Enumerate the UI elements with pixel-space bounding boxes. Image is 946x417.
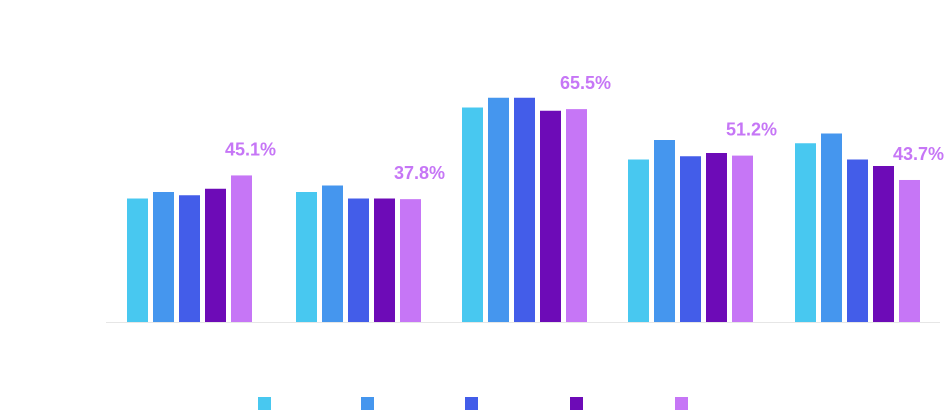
legend-swatch-2 [361,397,374,410]
bar-series-3-group-1 [179,195,200,322]
data-label-group-3: 65.5% [560,73,611,93]
legend-swatch-3 [465,397,478,410]
bar-series-2-group-5 [821,133,842,322]
legend [258,397,688,410]
bar-series-5-group-3 [566,109,587,322]
bar-series-3-group-2 [348,198,369,322]
bar-series-1-group-2 [296,192,317,322]
data-labels: 45.1% 37.8% 65.5% 51.2% 43.7% [225,73,944,183]
bar-series-2-group-3 [488,97,509,322]
legend-swatch-1 [258,397,271,410]
bar-series-2-group-2 [322,185,343,322]
bar-series-5-group-4 [732,155,753,322]
data-label-group-5: 43.7% [893,144,944,164]
data-label-group-1: 45.1% [225,139,276,159]
legend-swatch-5 [675,397,688,410]
bar-series-2-group-1 [153,192,174,322]
bar-series-2-group-4 [654,140,675,322]
data-label-group-4: 51.2% [726,120,777,140]
bar-series-1-group-5 [795,143,816,322]
bar-series-3-group-4 [680,156,701,322]
bar-series-4-group-2 [374,198,395,322]
bar-series-5-group-1 [231,175,252,322]
bar-series-4-group-5 [873,166,894,322]
bar-series-4-group-1 [205,188,226,322]
bar-series-4-group-4 [706,153,727,322]
bar-series-1-group-4 [628,159,649,322]
bar-series-4-group-3 [540,110,561,322]
plot-area [106,97,940,323]
bar-series-1-group-1 [127,198,148,322]
legend-swatch-4 [570,397,583,410]
bar-series-5-group-5 [899,179,920,322]
bar-series-1-group-3 [462,107,483,322]
bar-series-3-group-3 [514,97,535,322]
data-label-group-2: 37.8% [394,163,445,183]
bar-series-3-group-5 [847,159,868,322]
bar-series-5-group-2 [400,199,421,322]
